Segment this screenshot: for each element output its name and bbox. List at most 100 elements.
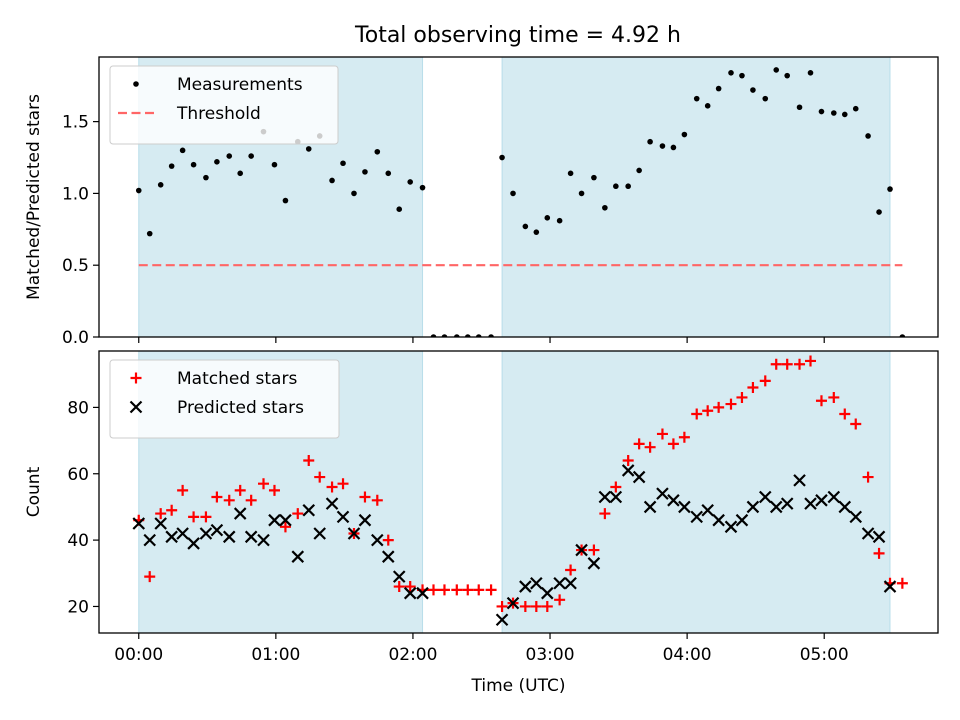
matched-star-point: [770, 358, 782, 370]
predicted-star-point: [575, 543, 588, 557]
top-panel: 0.0 0.5 1.0 1.5 Matched/Predicted stars Measu…: [24, 56, 939, 348]
measurement-point: [203, 174, 209, 181]
predicted-star-point: [780, 497, 794, 510]
measurement-point: [591, 174, 597, 181]
predicted-star-point: [519, 580, 532, 593]
legend-label: Matched stars: [177, 369, 297, 389]
predicted-star-point: [678, 500, 691, 514]
matched-star-point: [382, 534, 394, 546]
predicted-star-point: [735, 513, 749, 527]
matched-star-point: [438, 584, 450, 596]
predicted-star-point: [769, 500, 783, 514]
measurement-point: [681, 131, 688, 138]
predicted-star-point: [143, 533, 157, 547]
matched-star-point: [292, 508, 304, 520]
matched-star-point: [747, 381, 759, 393]
predicted-star-point: [176, 527, 189, 540]
matched-star-point: [144, 571, 156, 583]
matched-star-point: [896, 577, 908, 589]
measurement-point: [146, 230, 153, 237]
matched-star-point: [691, 408, 703, 420]
matched-star-point: [188, 511, 200, 523]
predicted-star-point: [222, 530, 236, 544]
measurement-point: [876, 209, 882, 215]
matched-star-point: [404, 581, 416, 593]
y-tick-label: 1.5: [62, 113, 89, 133]
measurement-point: [865, 133, 871, 139]
predicted-star-point: [564, 576, 577, 590]
matched-star-point: [702, 405, 714, 417]
measurement-point: [693, 95, 700, 102]
matched-star-point: [166, 504, 178, 516]
measurement-point: [271, 161, 278, 168]
matched-star-point: [599, 508, 611, 520]
predicted-star-point: [643, 500, 657, 514]
measurement-point: [419, 184, 426, 191]
matched-star-point: [496, 600, 508, 612]
predicted-star-point: [553, 576, 566, 590]
predicted-star-point: [758, 490, 772, 504]
measurement-point: [396, 206, 403, 213]
measurement-point: [807, 69, 814, 76]
matched-star-point: [359, 491, 371, 503]
predicted-star-point: [381, 550, 395, 563]
matched-star-point: [622, 454, 634, 466]
matched-star-point: [393, 581, 405, 593]
predicted-star-point: [358, 513, 372, 527]
matched-star-point: [200, 511, 212, 523]
matched-star-point: [268, 484, 280, 496]
x-tick-label: 02:00: [388, 645, 437, 665]
measurement-point: [179, 147, 186, 154]
matched-star-point: [713, 401, 725, 413]
legend-marker-predicted: [129, 400, 143, 414]
predicted-star-point: [336, 510, 350, 524]
measurement-point: [488, 334, 494, 337]
measurement-point: [248, 153, 254, 159]
predicted-star-point: [690, 510, 703, 524]
measurement-point: [818, 108, 825, 115]
matched-star-point: [759, 375, 771, 387]
matched-star-point: [554, 594, 566, 606]
measurement-point: [190, 161, 197, 168]
measurement-point: [226, 153, 233, 159]
measurement-point: [430, 334, 437, 337]
predicted-star-point: [746, 500, 760, 514]
predicted-star-point: [724, 520, 738, 534]
matched-star-point: [451, 584, 463, 596]
measurement-point: [362, 169, 368, 175]
measurement-point: [374, 148, 381, 155]
predicted-star-point: [347, 527, 361, 540]
matched-star-point: [656, 428, 668, 440]
measurement-point: [454, 334, 460, 337]
predicted-star-point: [827, 490, 841, 504]
measurement-point: [237, 170, 244, 177]
measurement-point: [282, 197, 289, 204]
x-tick-label: 05:00: [800, 645, 849, 665]
matched-star-point: [541, 600, 553, 612]
measurement-point: [602, 204, 608, 211]
matched-star-point: [245, 494, 257, 506]
predicted-star-point: [313, 527, 326, 540]
y-tick-label: 20: [67, 597, 89, 617]
measurement-point: [704, 103, 711, 109]
plot-area: [135, 67, 906, 337]
matched-star-point: [371, 494, 383, 506]
predicted-star-point: [416, 586, 429, 600]
y-tick-label: 0.5: [62, 256, 89, 276]
measurement-point: [499, 154, 505, 161]
measurement-point: [625, 183, 631, 190]
predicted-star-point: [712, 513, 725, 527]
measurement-point: [728, 69, 734, 76]
measurement-point: [214, 159, 220, 165]
predicted-star-point: [244, 530, 258, 544]
measurement-point: [670, 144, 677, 151]
predicted-star-point: [279, 513, 292, 527]
predicted-star-point: [793, 474, 806, 487]
measurement-point: [522, 223, 529, 230]
matched-star-point: [736, 391, 748, 403]
figure-title: Total observing time = 4.92 h: [354, 23, 681, 48]
matched-star-point: [337, 478, 349, 490]
y-tick-label: 60: [67, 465, 89, 485]
measurement-point: [329, 177, 335, 184]
